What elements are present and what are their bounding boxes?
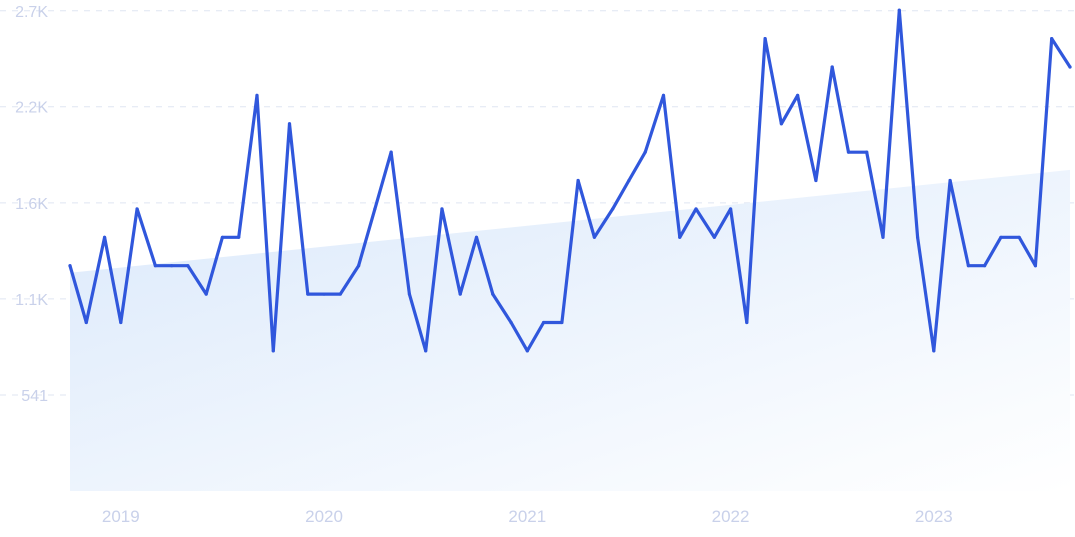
y-tick-label: 2.7K bbox=[15, 4, 48, 21]
data-point bbox=[357, 264, 361, 268]
data-point bbox=[1017, 235, 1021, 239]
trend-area bbox=[70, 169, 1070, 492]
data-point bbox=[728, 207, 733, 211]
data-point bbox=[1068, 65, 1072, 69]
data-point bbox=[220, 235, 225, 239]
y-tick-label: 1.6K bbox=[15, 196, 48, 213]
y-axis: 541 1.1K 1.6K 2.2K 2.7K bbox=[15, 4, 48, 405]
x-tick-label: 2023 bbox=[915, 507, 953, 526]
data-point bbox=[474, 235, 479, 239]
data-point bbox=[153, 264, 157, 268]
data-point bbox=[560, 320, 564, 325]
y-tick-label: 2.2K bbox=[15, 100, 48, 117]
data-point bbox=[611, 207, 615, 211]
data-point bbox=[999, 235, 1003, 239]
data-point bbox=[237, 235, 241, 239]
y-tick-label: 1.1K bbox=[15, 292, 48, 309]
x-tick-label: 2021 bbox=[508, 507, 546, 526]
data-point bbox=[814, 178, 818, 183]
data-point bbox=[509, 320, 513, 325]
data-point bbox=[576, 178, 580, 183]
data-point bbox=[948, 178, 952, 183]
data-point bbox=[373, 207, 377, 211]
data-point bbox=[458, 292, 462, 296]
x-tick-label: 2019 bbox=[102, 507, 140, 526]
data-point bbox=[119, 320, 123, 325]
data-point bbox=[170, 264, 174, 268]
data-point bbox=[763, 37, 767, 41]
data-point bbox=[322, 292, 326, 296]
data-point bbox=[338, 292, 342, 296]
data-point bbox=[102, 235, 107, 239]
data-point bbox=[712, 235, 716, 239]
data-point bbox=[745, 320, 749, 325]
data-point bbox=[306, 292, 310, 296]
data-point bbox=[491, 292, 495, 296]
data-point bbox=[983, 264, 987, 268]
data-point bbox=[592, 235, 596, 239]
data-point bbox=[915, 235, 920, 239]
series-line bbox=[68, 8, 1072, 353]
data-point bbox=[541, 320, 546, 325]
data-point bbox=[424, 349, 428, 353]
data-point bbox=[643, 150, 647, 154]
data-point bbox=[525, 349, 529, 353]
data-point bbox=[407, 292, 412, 296]
data-point bbox=[865, 150, 869, 154]
data-point bbox=[287, 122, 292, 126]
x-tick-label: 2020 bbox=[305, 507, 343, 526]
data-point bbox=[678, 235, 682, 239]
data-point bbox=[389, 150, 393, 154]
x-tick-label: 2022 bbox=[712, 507, 750, 526]
data-point bbox=[1050, 37, 1054, 41]
x-axis: 2019 2020 2021 2022 2023 bbox=[102, 507, 953, 526]
data-point bbox=[881, 235, 885, 239]
data-points bbox=[68, 8, 1072, 353]
data-point bbox=[68, 264, 72, 268]
data-point bbox=[271, 349, 275, 353]
data-point bbox=[694, 207, 698, 211]
data-point bbox=[1033, 264, 1038, 268]
data-point bbox=[830, 65, 834, 69]
data-point bbox=[135, 207, 139, 211]
data-point bbox=[897, 8, 901, 12]
data-point bbox=[966, 264, 970, 268]
data-point bbox=[84, 320, 88, 325]
data-point bbox=[186, 264, 190, 268]
data-point bbox=[204, 292, 208, 296]
data-point bbox=[255, 93, 259, 97]
data-point bbox=[627, 178, 631, 183]
data-point bbox=[796, 93, 800, 97]
y-tick-label: 541 bbox=[21, 388, 48, 405]
data-point bbox=[661, 93, 666, 97]
data-point bbox=[932, 349, 936, 353]
data-point bbox=[846, 150, 851, 154]
data-point bbox=[440, 207, 444, 211]
data-point bbox=[779, 122, 783, 126]
